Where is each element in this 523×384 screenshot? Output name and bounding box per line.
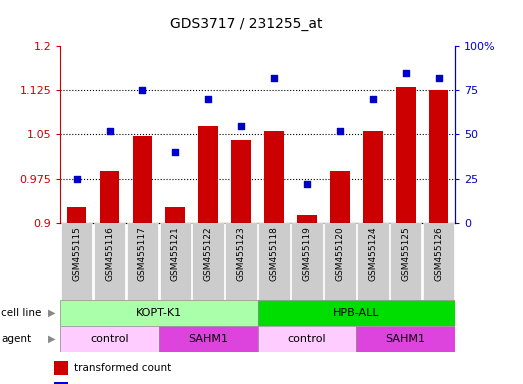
Text: control: control: [90, 334, 129, 344]
Bar: [94, 223, 126, 300]
Text: cell line: cell line: [1, 308, 41, 318]
Bar: [297, 215, 317, 223]
Bar: [264, 131, 284, 223]
Bar: [54, 361, 68, 374]
Point: [402, 70, 410, 76]
Point: [72, 175, 81, 182]
Point: [435, 75, 443, 81]
Bar: [127, 223, 158, 300]
Bar: [356, 326, 455, 352]
Point: [138, 87, 146, 93]
Bar: [60, 300, 257, 326]
Bar: [67, 207, 86, 223]
Text: GSM455121: GSM455121: [171, 227, 180, 281]
Point: [336, 128, 344, 134]
Point: [270, 75, 278, 81]
Bar: [192, 223, 224, 300]
Bar: [132, 136, 152, 223]
Bar: [198, 126, 218, 223]
Text: GSM455116: GSM455116: [105, 227, 114, 281]
Bar: [61, 223, 93, 300]
Text: ▶: ▶: [48, 334, 55, 344]
Bar: [423, 223, 454, 300]
Text: ▶: ▶: [48, 308, 55, 318]
Text: GSM455119: GSM455119: [302, 227, 311, 281]
Bar: [363, 131, 383, 223]
Bar: [100, 171, 119, 223]
Bar: [160, 223, 191, 300]
Bar: [257, 300, 455, 326]
Point: [303, 181, 311, 187]
Bar: [54, 382, 68, 384]
Text: GSM455120: GSM455120: [335, 227, 344, 281]
Point: [237, 122, 245, 129]
Bar: [165, 207, 185, 223]
Text: control: control: [288, 334, 326, 344]
Bar: [257, 326, 356, 352]
Text: agent: agent: [1, 334, 31, 344]
Bar: [225, 223, 257, 300]
Text: GSM455117: GSM455117: [138, 227, 147, 281]
Point: [171, 149, 179, 155]
Bar: [291, 223, 323, 300]
Bar: [390, 223, 422, 300]
Text: GSM455115: GSM455115: [72, 227, 81, 281]
Text: GSM455124: GSM455124: [368, 227, 377, 281]
Bar: [396, 87, 415, 223]
Bar: [60, 326, 159, 352]
Text: GSM455123: GSM455123: [236, 227, 246, 281]
Text: GDS3717 / 231255_at: GDS3717 / 231255_at: [169, 17, 322, 31]
Text: HPB-ALL: HPB-ALL: [333, 308, 380, 318]
Text: GSM455126: GSM455126: [434, 227, 443, 281]
Text: GSM455118: GSM455118: [269, 227, 279, 281]
Bar: [429, 90, 448, 223]
Text: GSM455125: GSM455125: [401, 227, 410, 281]
Point: [204, 96, 212, 102]
Text: SAHM1: SAHM1: [188, 334, 228, 344]
Bar: [231, 140, 251, 223]
Bar: [258, 223, 290, 300]
Point: [369, 96, 377, 102]
Point: [105, 128, 113, 134]
Text: transformed count: transformed count: [74, 362, 171, 372]
Bar: [357, 223, 389, 300]
Bar: [324, 223, 356, 300]
Text: KOPT-K1: KOPT-K1: [136, 308, 182, 318]
Bar: [330, 171, 350, 223]
Text: GSM455122: GSM455122: [204, 227, 213, 281]
Text: SAHM1: SAHM1: [385, 334, 426, 344]
Bar: [159, 326, 257, 352]
